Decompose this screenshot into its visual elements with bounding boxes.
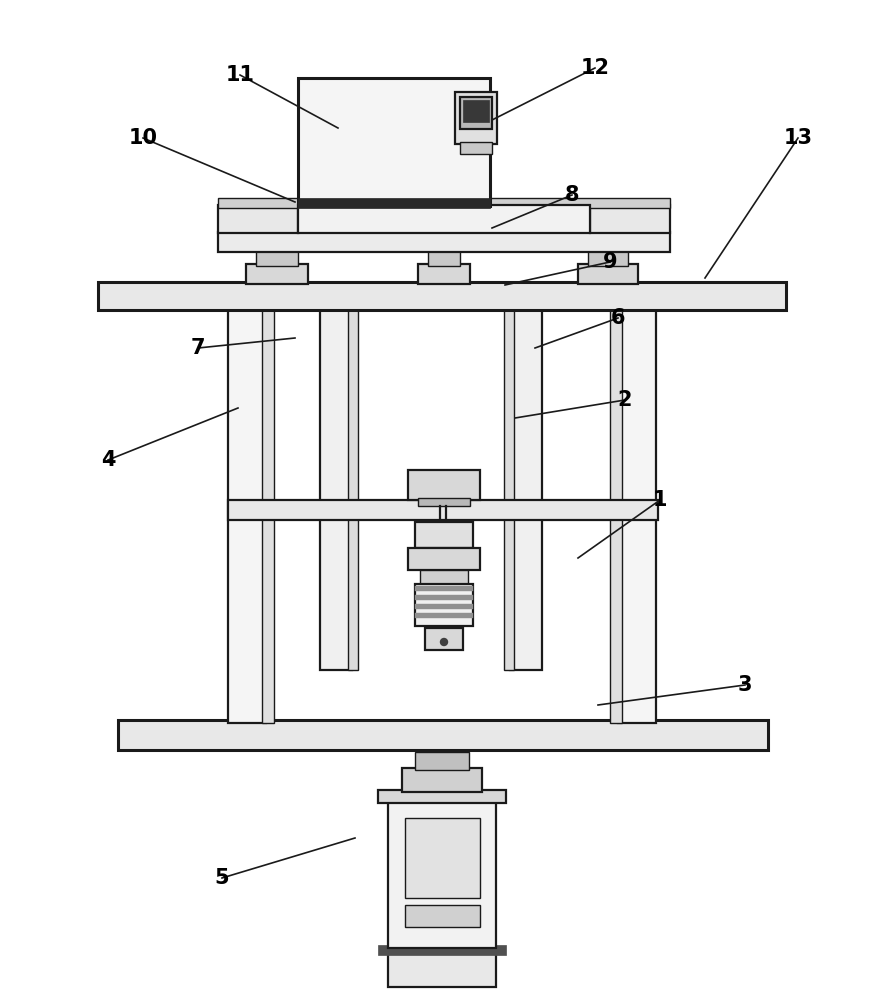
- Text: 9: 9: [603, 252, 618, 272]
- Text: 2: 2: [618, 390, 632, 410]
- Bar: [408, 548, 480, 570]
- Text: 1: 1: [653, 490, 667, 510]
- Bar: [420, 570, 468, 584]
- Text: 12: 12: [581, 58, 610, 78]
- Bar: [463, 100, 489, 122]
- Bar: [415, 586, 473, 591]
- Bar: [455, 92, 497, 144]
- Bar: [298, 78, 490, 206]
- Bar: [218, 205, 298, 233]
- Text: 4: 4: [101, 450, 115, 470]
- Bar: [256, 250, 298, 266]
- Text: 11: 11: [226, 65, 255, 85]
- Bar: [218, 198, 670, 208]
- Bar: [418, 498, 470, 506]
- Bar: [378, 790, 506, 803]
- Bar: [415, 613, 473, 618]
- Text: 6: 6: [611, 308, 625, 328]
- Bar: [428, 250, 460, 266]
- Bar: [218, 232, 670, 252]
- Bar: [298, 198, 490, 208]
- Bar: [388, 800, 496, 948]
- Bar: [415, 752, 469, 770]
- Text: 13: 13: [783, 128, 812, 148]
- Bar: [408, 470, 480, 500]
- Bar: [425, 628, 463, 650]
- Text: 3: 3: [738, 675, 752, 695]
- Text: 7: 7: [191, 338, 205, 358]
- Bar: [405, 905, 480, 927]
- Bar: [262, 310, 274, 723]
- Bar: [118, 720, 768, 750]
- Circle shape: [441, 639, 448, 646]
- Bar: [578, 264, 638, 284]
- Bar: [228, 500, 658, 520]
- Bar: [588, 250, 628, 266]
- Bar: [415, 604, 473, 609]
- Bar: [246, 264, 308, 284]
- Bar: [388, 952, 496, 987]
- Bar: [415, 584, 473, 626]
- Bar: [378, 945, 506, 955]
- Bar: [402, 768, 482, 792]
- Bar: [418, 264, 470, 284]
- Bar: [460, 142, 492, 154]
- Bar: [460, 97, 492, 129]
- Bar: [348, 310, 358, 670]
- Bar: [228, 310, 266, 723]
- Text: 10: 10: [128, 128, 158, 148]
- Bar: [415, 595, 473, 600]
- Bar: [590, 205, 670, 233]
- Bar: [320, 310, 352, 670]
- Text: 8: 8: [565, 185, 580, 205]
- Bar: [618, 310, 656, 723]
- Text: 5: 5: [215, 868, 229, 888]
- Bar: [298, 205, 590, 233]
- Bar: [415, 522, 473, 548]
- Bar: [510, 310, 542, 670]
- Bar: [610, 310, 622, 723]
- Bar: [504, 310, 514, 670]
- Bar: [405, 818, 480, 898]
- Bar: [98, 282, 786, 310]
